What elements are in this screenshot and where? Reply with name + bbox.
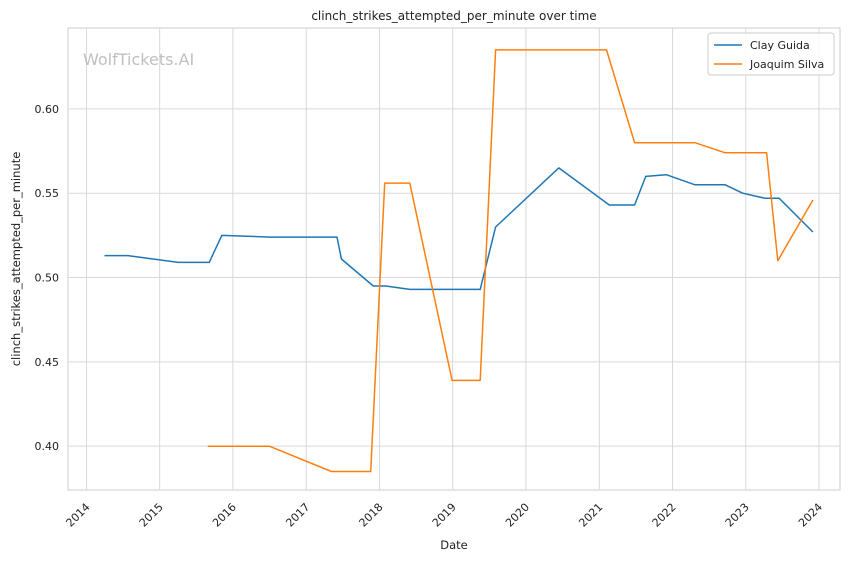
data-point-clay-guida	[208, 261, 210, 263]
x-tick-label: 2016	[210, 501, 239, 530]
data-point-joaquim-silva	[724, 152, 726, 154]
data-point-clay-guida	[372, 285, 374, 287]
data-point-clay-guida	[127, 254, 129, 256]
data-point-joaquim-silva	[605, 49, 607, 51]
data-point-clay-guida	[221, 234, 223, 236]
data-point-clay-guida	[778, 197, 780, 199]
data-point-clay-guida	[608, 204, 610, 206]
data-point-clay-guida	[494, 226, 496, 228]
data-point-clay-guida	[694, 184, 696, 186]
data-point-clay-guida	[269, 236, 271, 238]
x-tick-label: 2021	[576, 501, 605, 530]
data-point-joaquim-silva	[694, 142, 696, 144]
data-point-clay-guida	[633, 204, 635, 206]
x-tick-label: 2022	[650, 501, 679, 530]
legend-label-clay-guida: Clay Guida	[750, 39, 810, 52]
data-point-clay-guida	[385, 285, 387, 287]
series-layer	[103, 49, 814, 473]
data-point-clay-guida	[479, 288, 481, 290]
data-point-clay-guida	[336, 236, 338, 238]
x-tick-labels: 2014 2015 2016 2017 2018 2019 2020 2021 2022 2023…	[64, 501, 825, 530]
data-point-clay-guida	[645, 175, 647, 177]
series-line-clay-guida	[104, 167, 814, 291]
data-point-joaquim-silva	[330, 470, 332, 472]
x-axis-title: Date	[440, 538, 468, 552]
data-point-clay-guida	[340, 258, 342, 260]
data-point-clay-guida	[558, 167, 560, 169]
data-point-clay-guida	[177, 261, 179, 263]
data-point-joaquim-silva	[777, 260, 779, 262]
data-point-clay-guida	[764, 197, 766, 199]
data-point-joaquim-silva	[479, 379, 481, 381]
data-point-clay-guida	[103, 254, 105, 256]
data-point-clay-guida	[812, 231, 814, 233]
y-tick-label: 0.60	[35, 103, 60, 116]
x-tick-label: 2024	[796, 501, 825, 530]
x-tick-label: 2018	[357, 501, 386, 530]
plot-area	[67, 27, 841, 491]
data-point-clay-guida	[665, 174, 667, 176]
x-tick-label: 2014	[64, 501, 93, 530]
data-point-joaquim-silva	[633, 142, 635, 144]
y-tick-label: 0.55	[35, 187, 60, 200]
x-tick-label: 2020	[503, 501, 532, 530]
x-tick-label: 2019	[430, 501, 459, 530]
data-point-joaquim-silva	[765, 152, 767, 154]
y-tick-label: 0.40	[35, 440, 60, 453]
legend: Clay Guida Joaquim Silva	[707, 32, 835, 76]
grid-lines	[68, 28, 840, 490]
y-tick-label: 0.50	[35, 272, 60, 285]
x-tick-label: 2023	[723, 501, 752, 530]
data-point-joaquim-silva	[384, 182, 386, 184]
y-axis-title: clinch_strikes_attempted_per_minute	[9, 152, 23, 367]
data-point-joaquim-silva	[409, 182, 411, 184]
data-point-clay-guida	[409, 288, 411, 290]
data-point-joaquim-silva	[812, 199, 814, 201]
x-tick-label: 2015	[137, 501, 166, 530]
series-line-joaquim-silva	[207, 49, 814, 473]
y-tick-label: 0.45	[35, 356, 60, 369]
data-point-clay-guida	[724, 184, 726, 186]
data-point-joaquim-silva	[451, 379, 453, 381]
y-tick-labels: 0.40 0.45 0.50 0.55 0.60	[35, 103, 60, 453]
x-tick-label: 2017	[283, 501, 312, 530]
chart-title: clinch_strikes_attempted_per_minute over…	[311, 9, 596, 23]
legend-label-joaquim-silva: Joaquim Silva	[749, 58, 824, 71]
data-point-clay-guida	[742, 192, 744, 194]
watermark: WolfTickets.AI	[83, 50, 194, 69]
data-point-joaquim-silva	[268, 445, 270, 447]
data-point-joaquim-silva	[207, 445, 209, 447]
data-point-joaquim-silva	[494, 49, 496, 51]
data-point-joaquim-silva	[370, 470, 372, 472]
